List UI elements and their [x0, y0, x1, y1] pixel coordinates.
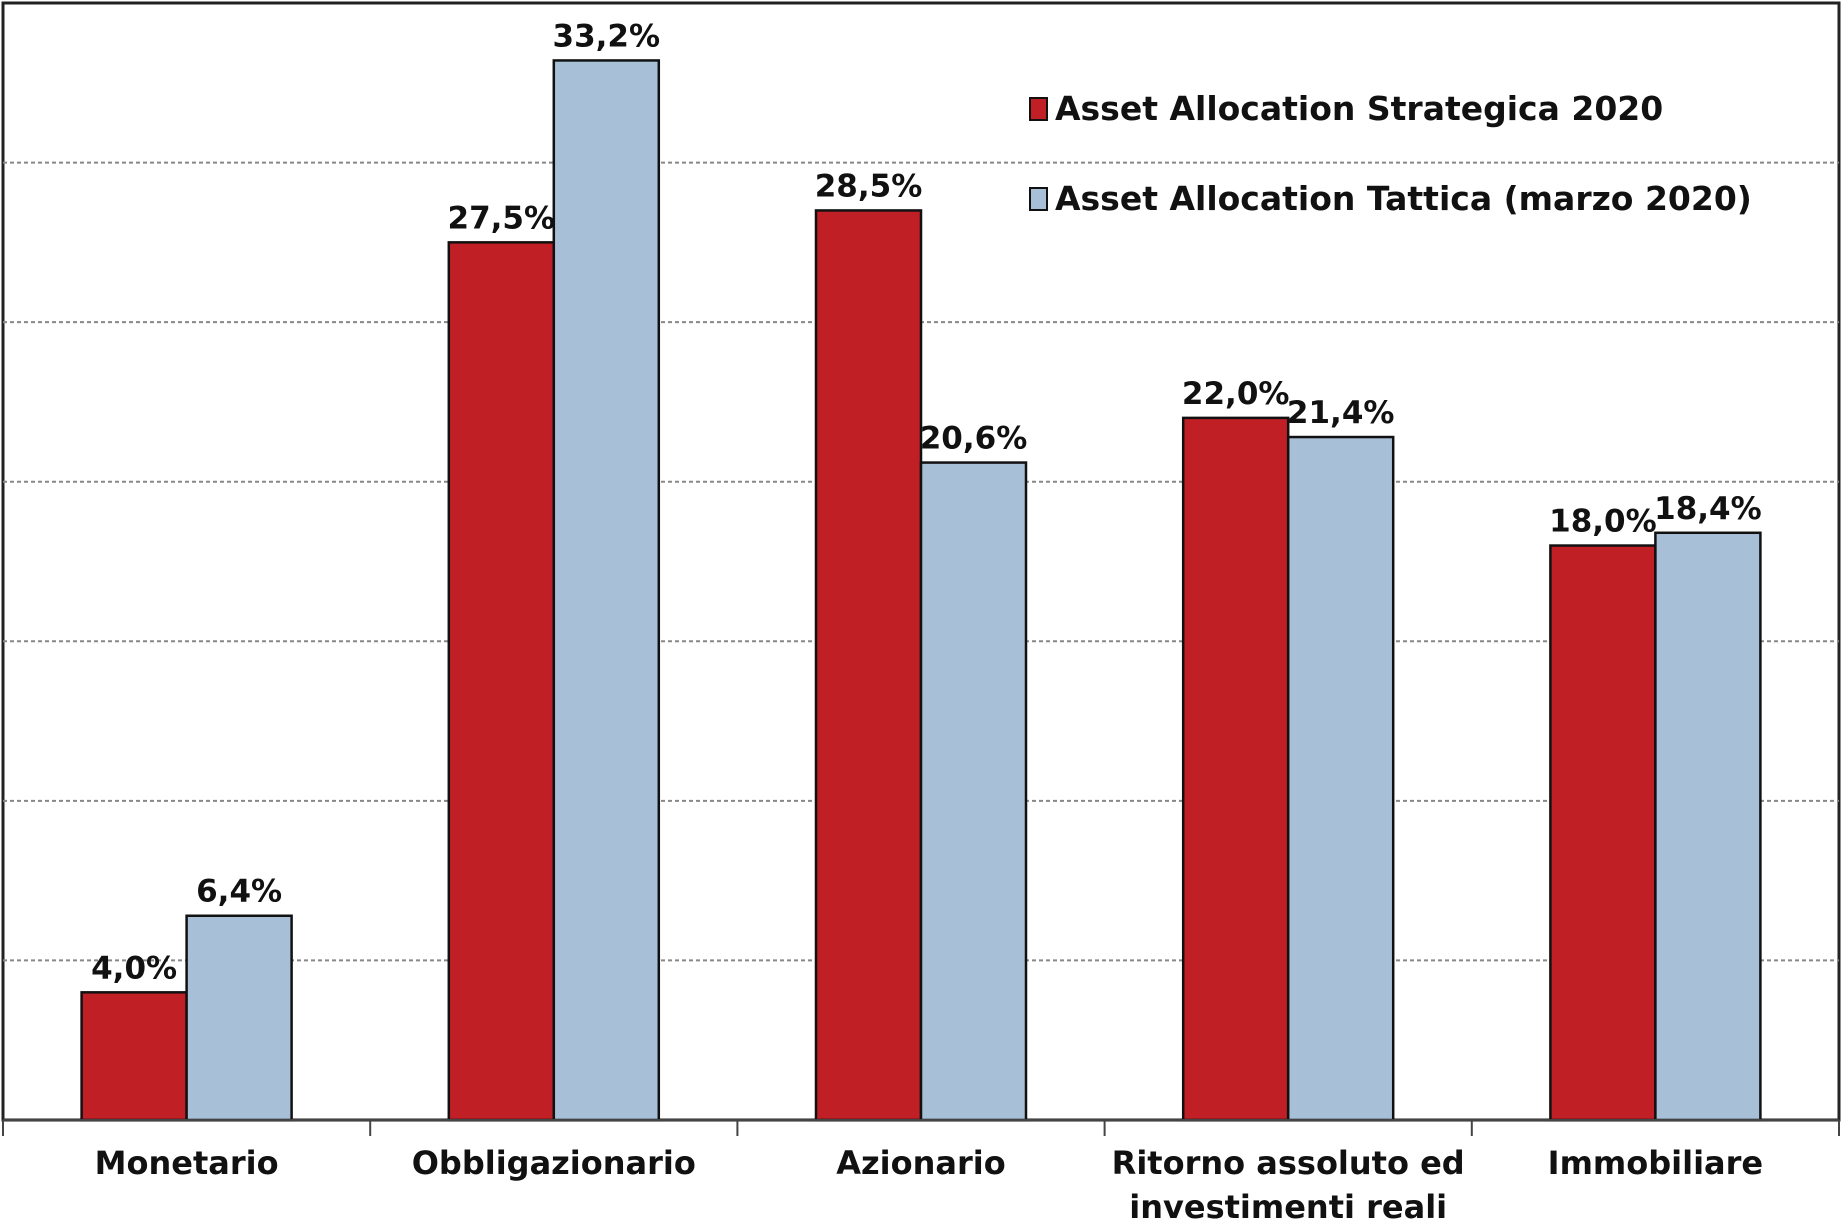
data-label: 6,4% — [196, 874, 282, 910]
data-label: 27,5% — [448, 200, 556, 236]
legend: Asset Allocation Strategica 2020 Asset A… — [1029, 89, 1752, 218]
bar-strategica — [80, 991, 188, 1122]
bar-tattica — [552, 59, 661, 1122]
legend-label-tattica: Asset Allocation Tattica (marzo 2020) — [1055, 179, 1752, 218]
bar-strategica — [1549, 544, 1657, 1122]
bar-strategica — [1181, 416, 1290, 1122]
data-label: 4,0% — [91, 950, 177, 986]
category-label: Monetario — [95, 1144, 279, 1182]
data-label: 33,2% — [553, 18, 661, 54]
bar-tattica — [1286, 435, 1395, 1122]
category-label: Azionario — [836, 1144, 1005, 1182]
data-label: 18,4% — [1654, 491, 1762, 527]
x-axis-ticks — [2, 1120, 1840, 1136]
category-label: Ritorno assoluto ed — [1112, 1144, 1465, 1182]
bar-tattica — [919, 461, 1028, 1122]
bar-tattica — [185, 914, 293, 1122]
category-label: Immobiliare — [1548, 1144, 1763, 1182]
data-label: 21,4% — [1287, 395, 1395, 431]
data-labels: 4,0% 6,4% 27,5% 33,2% 28,5% 20,6% 22,0%21,4% 18… — [91, 18, 1762, 986]
data-label: 28,5% — [815, 168, 923, 204]
data-label: 22,0% — [1182, 376, 1290, 412]
bar-strategica — [447, 241, 556, 1122]
bar-tattica — [1654, 531, 1762, 1122]
legend-label-strategica: Asset Allocation Strategica 2020 — [1055, 89, 1663, 128]
legend-swatch-tattica — [1029, 187, 1048, 211]
category-label: investimenti reali — [1129, 1188, 1447, 1223]
bars — [80, 59, 1762, 1122]
legend-swatch-strategica — [1029, 97, 1048, 121]
data-label: 20,6% — [920, 421, 1028, 457]
bar-strategica — [814, 209, 923, 1122]
category-labels: Monetario Obbligazionario Azionario Ritorno… — [95, 1144, 1764, 1223]
category-label: Obbligazionario — [412, 1144, 696, 1182]
data-label: 18,0% — [1549, 504, 1657, 540]
